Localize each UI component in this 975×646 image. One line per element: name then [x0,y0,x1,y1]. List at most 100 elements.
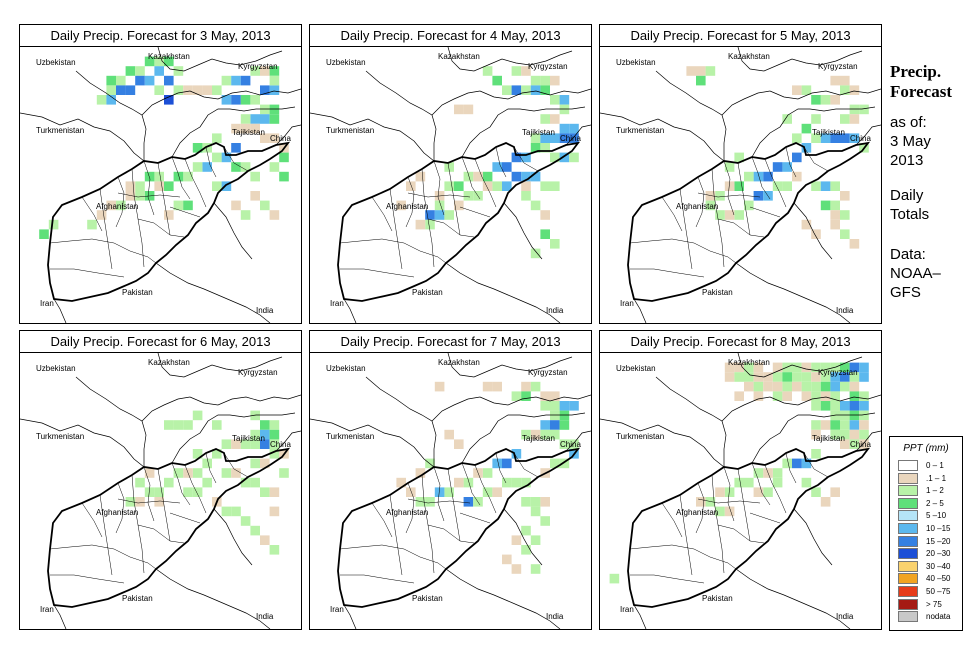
precip-cell [212,85,222,95]
precip-cell [260,85,270,95]
precip-cell [269,429,280,440]
precip-map: Kazakhstan Uzbekistan Kyrgyzstan Turkmenist… [20,47,301,323]
precip-cell [530,75,541,86]
afghanistan-border [337,141,581,302]
precip-cell [859,391,869,401]
precip-cell [106,85,116,95]
province-line [117,498,181,504]
panel-title: Daily Precip. Forecast for 3 May, 2013 [20,25,301,47]
precip-cell [473,171,483,182]
legend-item: 20 –30 [898,548,962,560]
precip-cell [154,181,164,191]
precip-cell [540,210,550,220]
precip-cell [183,420,193,430]
precip-cell [250,123,260,134]
precip-cell [550,114,560,124]
province-line [137,524,185,544]
precip-cell [96,210,107,220]
precip-map: Kazakhstan Uzbekistan Kyrgyzstan Turkmenist… [310,47,591,323]
legend-item: 40 –50 [898,573,962,585]
precip-cell [792,372,802,382]
precip-map: Kazakhstan Uzbekistan Kyrgyzstan Turkmenist… [600,353,881,629]
precip-cell [269,104,280,115]
border-uzbekistan [655,376,771,422]
precip-cell [173,468,184,478]
country-label-uzbekistan: Uzbekistan [616,58,656,67]
precip-cell [135,75,145,86]
country-label-kyrgyzstan: Kyrgyzstan [238,62,278,71]
province-line [169,512,201,524]
precip-cell [782,381,792,392]
precip-cell [772,477,783,488]
precip-cell [550,401,560,411]
province-line [717,218,765,238]
precip-cell [231,143,241,153]
province-line [143,160,155,216]
province-line [513,452,539,478]
precip-cell [116,85,126,95]
province-line [630,268,705,278]
precip-cell [250,171,260,182]
precip-cell [511,66,522,76]
precip-cell [502,554,512,565]
legend-swatch [898,460,918,471]
precip-cell [840,210,850,220]
precip-cell [686,66,696,76]
province-line [81,502,103,538]
precip-cell [260,114,270,124]
precip-cell [444,181,454,191]
precip-cell [792,85,802,95]
border-kazakhstan [447,47,573,72]
country-label-pakistan: Pakistan [702,288,733,297]
precip-cell [106,95,116,105]
country-label-turkmenistan: Turkmenistan [36,432,84,441]
precip-cell [744,200,754,211]
precip-cell [463,477,474,488]
province-line [751,462,771,506]
precip-cell [801,391,812,401]
border-pakistan-india [445,262,561,323]
country-label-india: India [256,306,274,315]
precip-cell [801,458,812,469]
precip-cell [820,497,831,507]
forecast-panel-may-6: Daily Precip. Forecast for 6 May, 2013 K… [19,330,302,630]
precip-cell [530,200,541,211]
precip-cell [492,458,502,469]
precip-cell [849,401,860,411]
precip-cell [715,210,725,220]
precip-cell [415,468,426,478]
legend-label: 15 –20 [926,536,951,546]
precip-cell [406,181,416,191]
precip-cell [715,487,725,497]
precip-cell [260,439,270,449]
province-line [339,544,405,550]
precip-cell [859,401,869,411]
precip-cell [269,487,280,497]
precip-cell [454,200,464,211]
border-tajikistan [751,412,876,464]
precip-cell [492,75,502,86]
province-line [205,146,217,178]
precip-cell [753,487,764,497]
precip-cell [125,66,136,76]
precip-cell [530,564,541,574]
precip-cell [269,75,280,86]
totals-label: Totals [890,206,930,223]
province-line [459,512,491,524]
precip-cell [250,439,260,449]
country-label-pakistan: Pakistan [122,288,153,297]
province-line [764,158,787,208]
country-label-uzbekistan: Uzbekistan [616,364,656,373]
precip-cell [511,152,522,163]
legend-label: 40 –50 [926,574,951,584]
precip-cell [830,372,840,382]
precip-cell [106,75,116,86]
precip-cell [830,200,840,211]
precip-cell [48,219,59,230]
precip-cell [530,429,541,440]
precip-cell [540,429,550,440]
country-label-afghanistan: Afghanistan [386,202,428,211]
precip-cell [425,210,435,220]
precip-cell [540,229,550,239]
province-line [629,544,695,550]
